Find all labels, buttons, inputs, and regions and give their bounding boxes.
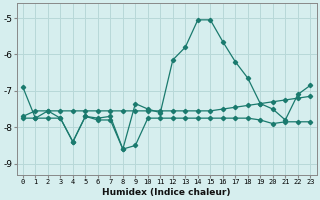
X-axis label: Humidex (Indice chaleur): Humidex (Indice chaleur) [102,188,231,197]
